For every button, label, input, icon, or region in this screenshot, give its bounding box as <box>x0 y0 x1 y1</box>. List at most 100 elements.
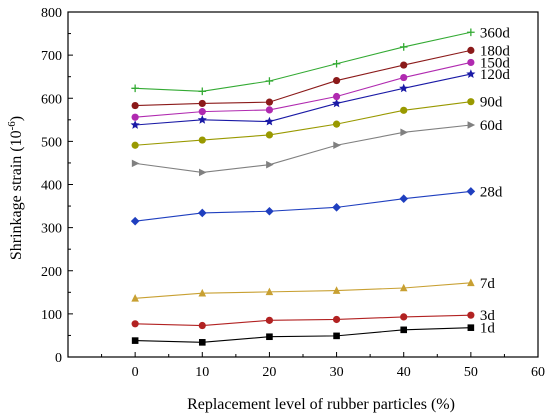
data-point-90d <box>132 142 139 149</box>
series-line-60d <box>135 125 471 172</box>
data-point-3d <box>467 312 474 319</box>
data-point-1d <box>400 327 407 334</box>
series-90d <box>132 98 475 149</box>
y-axis-label: Shrinkage strain (10-6) <box>6 116 25 260</box>
data-point-180d <box>333 77 340 84</box>
data-point-120d <box>198 115 207 124</box>
data-point-28d <box>131 217 140 226</box>
series-150d <box>132 59 475 121</box>
data-point-120d <box>399 84 408 93</box>
series-line-7d <box>135 283 471 299</box>
data-point-90d <box>400 107 407 114</box>
data-point-60d <box>266 161 274 169</box>
series-label-7d: 7d <box>480 276 496 292</box>
data-point-3d <box>132 320 139 327</box>
data-point-180d <box>400 61 407 68</box>
y-tick-label: 400 <box>41 179 62 194</box>
data-point-1d <box>468 324 475 331</box>
series-360d <box>131 28 474 95</box>
series-line-180d <box>135 50 471 105</box>
series-layer <box>131 28 476 345</box>
data-point-180d <box>199 100 206 107</box>
series-label-360d: 360d <box>480 25 511 41</box>
series-28d <box>131 187 475 225</box>
x-tick-label: 60 <box>531 365 545 380</box>
data-point-7d <box>467 279 475 287</box>
y-tick-label: 800 <box>41 6 62 21</box>
series-line-90d <box>135 102 471 146</box>
x-axis-ticks: 0 10 20 30 40 50 60 <box>102 352 545 380</box>
y-tick-label: 100 <box>41 308 62 323</box>
data-point-150d <box>199 108 206 115</box>
data-point-180d <box>266 99 273 106</box>
data-point-150d <box>400 74 407 81</box>
data-point-180d <box>467 47 474 54</box>
y-tick-label: 700 <box>41 49 62 64</box>
data-point-60d <box>199 169 207 177</box>
series-120d <box>131 69 476 129</box>
data-point-3d <box>266 317 273 324</box>
data-point-360d <box>266 77 274 85</box>
y-tick-label: 600 <box>41 92 62 107</box>
data-point-28d <box>265 207 274 216</box>
y-tick-label: 500 <box>41 135 62 150</box>
series-label-180d: 180d <box>480 43 511 59</box>
data-point-28d <box>198 209 207 218</box>
data-point-150d <box>467 59 474 66</box>
x-tick-label: 50 <box>464 365 478 380</box>
x-tick-label: 30 <box>330 365 344 380</box>
x-tick-label: 10 <box>195 365 209 380</box>
data-point-28d <box>332 203 341 212</box>
data-point-60d <box>132 160 140 168</box>
y-tick-label: 0 <box>55 351 62 366</box>
series-line-150d <box>135 62 471 117</box>
data-point-360d <box>400 43 408 51</box>
data-point-150d <box>132 114 139 121</box>
data-point-28d <box>467 187 476 196</box>
y-tick-label: 300 <box>41 222 62 237</box>
data-point-120d <box>265 117 274 126</box>
data-point-120d <box>131 120 140 129</box>
data-point-360d <box>333 60 341 68</box>
series-180d <box>132 47 475 109</box>
series-label-90d: 90d <box>480 95 503 111</box>
series-line-1d <box>135 328 471 343</box>
data-point-120d <box>466 69 475 78</box>
series-label-3d: 3d <box>480 308 496 324</box>
data-point-150d <box>266 106 273 113</box>
series-7d <box>131 279 474 302</box>
data-point-180d <box>132 102 139 109</box>
data-point-1d <box>132 337 139 344</box>
series-line-28d <box>135 191 471 221</box>
y-axis-label-close: ) <box>8 116 25 121</box>
data-point-60d <box>333 141 341 149</box>
x-tick-label: 20 <box>262 365 276 380</box>
data-point-1d <box>266 333 273 340</box>
data-point-60d <box>468 121 476 129</box>
data-point-360d <box>198 88 206 96</box>
x-tick-label: 40 <box>397 365 411 380</box>
x-axis-label: Replacement level of rubber particles (%… <box>187 396 455 413</box>
data-point-90d <box>199 136 206 143</box>
data-point-3d <box>400 313 407 320</box>
data-point-90d <box>467 98 474 105</box>
data-point-28d <box>399 194 408 203</box>
y-axis-label-main: Shrinkage strain (10 <box>8 130 25 260</box>
series-line-120d <box>135 74 471 125</box>
data-point-60d <box>400 129 408 137</box>
data-point-3d <box>199 322 206 329</box>
series-1d <box>132 324 474 345</box>
y-tick-label: 200 <box>41 265 62 280</box>
series-label-28d: 28d <box>480 184 503 200</box>
data-point-150d <box>333 93 340 100</box>
series-3d <box>132 312 475 330</box>
series-line-3d <box>135 315 471 325</box>
data-point-360d <box>131 85 139 93</box>
series-label-60d: 60d <box>480 118 503 134</box>
data-point-3d <box>333 316 340 323</box>
data-point-360d <box>467 28 475 36</box>
x-tick-label: 0 <box>132 365 139 380</box>
data-point-1d <box>333 333 340 340</box>
